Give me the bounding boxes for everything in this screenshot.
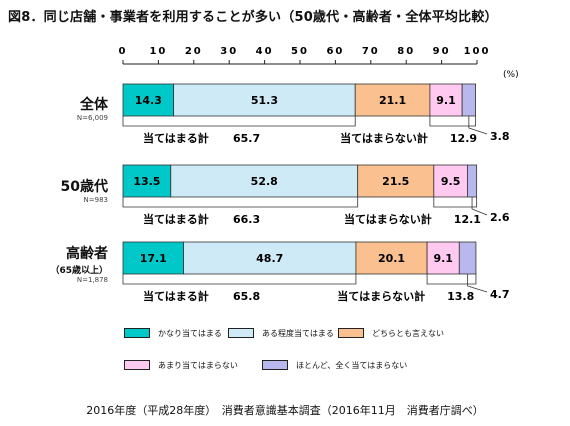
sample-size: N=1,878	[76, 276, 108, 284]
leader-line	[471, 197, 488, 216]
row-label-50s: 50歳代 N=983	[8, 176, 108, 204]
legend-item-5: ほとんど、全く当てはまらない	[262, 359, 407, 371]
agree-total-value: 65.8	[233, 290, 260, 303]
source-footer: 2016年度（平成28年度） 消費者意識基本調査（2016年11月 消費者庁調べ…	[86, 404, 484, 417]
data-label: 9.1	[436, 94, 456, 107]
tick-label: 60	[326, 46, 344, 57]
tick-label: 80	[397, 46, 415, 57]
disagree-bracket	[426, 274, 477, 285]
row-label-all: 全体 N=6,009	[8, 94, 108, 122]
legend-item-3: どちらとも言えない	[338, 327, 444, 339]
disagree-total-label: 当てはまらない計	[344, 212, 432, 226]
legend-item-1: かなり当てはまる	[124, 327, 222, 339]
row-label-elderly: 高齢者 （65歳以上） N=1,878	[8, 243, 108, 284]
agree-total-label: 当てはまる計	[143, 131, 209, 145]
disagree-total-label: 当てはまらない計	[340, 131, 428, 145]
chart-title: 図8．同じ店舗・事業者を利用することが多い（50歳代・高齢者・全体平均比較）	[8, 10, 498, 25]
leader-line	[468, 116, 488, 135]
bar-segment	[461, 83, 476, 117]
legend-label: ほとんど、全く当てはまらない	[296, 360, 408, 370]
bar-segment	[170, 164, 359, 198]
agree-total-label: 当てはまる計	[143, 212, 209, 226]
legend-item-2: ある程度当てはまる	[228, 327, 334, 339]
bar-segment	[354, 83, 431, 117]
data-label: 20.1	[378, 252, 405, 265]
leader-line	[467, 274, 488, 293]
x-axis: 0 10 20 30 40 50 60 70 80 90 100	[119, 46, 491, 65]
bar-segment	[355, 241, 428, 275]
agree-bracket	[122, 116, 356, 127]
data-label: 17.1	[140, 252, 167, 265]
data-label: 9.5	[441, 175, 461, 188]
legend-label: あまり当てはまらない	[158, 360, 238, 370]
legend-label: ある程度当てはまる	[262, 328, 334, 338]
small-segment-label: 2.6	[490, 211, 510, 224]
legend-swatch	[338, 328, 364, 338]
data-label: 9.1	[433, 252, 453, 265]
legend-item-4: あまり当てはまらない	[124, 359, 238, 371]
disagree-bracket	[433, 197, 478, 208]
tick-label: 10	[149, 46, 167, 57]
legend-swatch	[124, 328, 150, 338]
bar-segment	[122, 241, 184, 275]
bar-segment	[458, 241, 477, 275]
agree-total-label: 当てはまる計	[143, 289, 209, 303]
bar-segment	[357, 164, 435, 198]
disagree-bracket	[429, 116, 476, 127]
data-label: 13.5	[133, 175, 160, 188]
tick-label: 50	[291, 46, 309, 57]
data-label: 21.5	[382, 175, 409, 188]
bar-segment	[122, 164, 172, 198]
legend-swatch	[228, 328, 254, 338]
tick-label: 0	[119, 46, 128, 57]
agree-bracket	[122, 274, 357, 285]
legend-label: どちらとも言えない	[372, 328, 444, 338]
row-label-text: 高齢者	[66, 246, 108, 262]
bar-segment	[426, 241, 460, 275]
disagree-total-value: 12.9	[450, 132, 477, 145]
row-label-text: 50歳代	[60, 179, 108, 195]
disagree-total-value: 12.1	[454, 213, 481, 226]
unit-label: (%)	[503, 70, 519, 80]
sample-size: N=983	[83, 196, 108, 204]
tick-label: 100	[464, 46, 491, 57]
legend-label: かなり当てはまる	[158, 328, 222, 338]
legend-swatch	[124, 360, 150, 370]
bar-segment	[173, 83, 356, 117]
row-label-text: 全体	[80, 97, 108, 113]
bar-segment	[122, 83, 175, 117]
legend-swatch	[262, 360, 288, 370]
bar-segment	[433, 164, 468, 198]
disagree-total-label: 当てはまらない計	[337, 289, 425, 303]
agree-total-value: 65.7	[233, 132, 260, 145]
disagree-total-value: 13.8	[447, 290, 474, 303]
tick-label: 70	[362, 46, 380, 57]
small-segment-label: 3.8	[490, 130, 510, 143]
tick-label: 30	[220, 46, 238, 57]
data-label: 52.8	[251, 175, 278, 188]
data-label: 51.3	[251, 94, 278, 107]
tick-label: 90	[433, 46, 451, 57]
agree-total-value: 66.3	[233, 213, 260, 226]
row-sublabel: （65歳以上）	[50, 266, 108, 276]
sample-size: N=6,009	[76, 114, 108, 122]
small-segment-label: 4.7	[490, 288, 510, 301]
data-label: 48.7	[256, 252, 283, 265]
tick-label: 40	[256, 46, 274, 57]
bar-segment	[183, 241, 357, 275]
data-label: 21.1	[379, 94, 406, 107]
agree-bracket	[122, 197, 359, 208]
total-brackets: 当てはまる計 65.7 当てはまらない計 12.9 3.8 当てはまる計 66.3 当てはまら…	[122, 116, 510, 303]
bar-segment	[467, 164, 478, 198]
tick-label: 20	[185, 46, 203, 57]
bars: 14.3 51.3 21.1 9.1 13.5 52.8 21.5 9.5 17.1 48.7 20…	[122, 83, 478, 275]
data-label: 14.3	[135, 94, 162, 107]
